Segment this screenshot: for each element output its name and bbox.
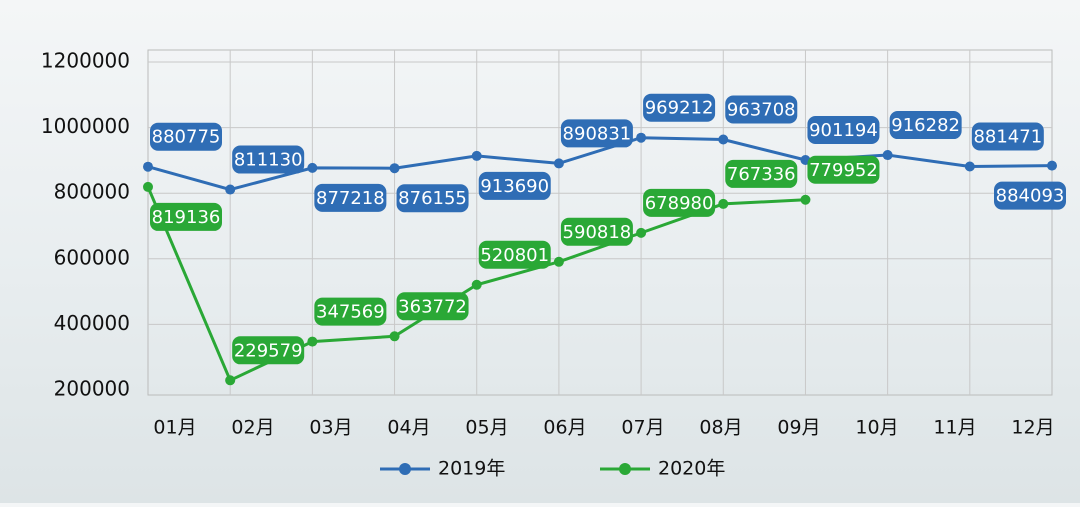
- label-box: [560, 119, 633, 148]
- x-tick-label: 11月: [933, 417, 976, 439]
- plot-frame: [147, 49, 1053, 396]
- point: [471, 150, 482, 161]
- x-tick-label: 06月: [543, 417, 586, 439]
- point: [964, 161, 975, 172]
- label-box: [643, 188, 716, 217]
- data-label: 678980: [645, 193, 714, 214]
- label-box: [725, 95, 798, 124]
- legend-marker: [399, 463, 411, 475]
- data-label: 913690: [480, 176, 549, 197]
- data-label: 779952: [809, 160, 878, 181]
- data-label: 520801: [480, 245, 549, 266]
- label-box: [232, 145, 305, 174]
- x-tick-label: 10月: [855, 417, 898, 439]
- point: [718, 134, 729, 145]
- label-box: [807, 155, 880, 184]
- legend-marker: [619, 463, 631, 475]
- x-tick-label: 05月: [465, 417, 508, 439]
- data-label: 901194: [809, 120, 878, 141]
- point: [389, 331, 400, 342]
- label-box: [994, 181, 1066, 210]
- label-box: [643, 93, 716, 122]
- legend-label: 2020年: [658, 458, 725, 480]
- data-label: 963708: [727, 100, 796, 121]
- point: [553, 158, 564, 169]
- point: [389, 163, 400, 174]
- label-box: [396, 184, 469, 213]
- y-tick-label: 800000: [54, 180, 130, 204]
- x-tick-label: 08月: [699, 417, 742, 439]
- point: [1047, 160, 1057, 171]
- label-box: [725, 159, 798, 188]
- point: [636, 227, 647, 238]
- data-label: 363772: [398, 296, 467, 317]
- label-box: [478, 171, 551, 200]
- data-label: 811130: [234, 150, 303, 171]
- point: [718, 198, 729, 209]
- data-label: 876155: [398, 188, 467, 209]
- y-tick-label: 600000: [54, 245, 130, 269]
- data-label: 819136: [152, 207, 221, 228]
- label-box: [396, 292, 469, 321]
- y-tick-label: 1200000: [41, 49, 130, 73]
- point: [882, 150, 893, 161]
- label-box: [150, 202, 222, 231]
- data-label: 969212: [645, 98, 714, 119]
- label-box: [807, 116, 880, 145]
- data-label: 229579: [234, 340, 303, 361]
- data-label: 884093: [996, 186, 1065, 207]
- label-box: [314, 297, 387, 326]
- label-box: [971, 122, 1044, 151]
- x-tick-label: 07月: [621, 417, 664, 439]
- legend-label: 2019年: [438, 458, 505, 480]
- label-box: [232, 336, 305, 365]
- data-label: 890831: [563, 123, 632, 144]
- data-label: 881471: [973, 126, 1042, 147]
- point: [471, 279, 482, 290]
- point: [800, 194, 811, 205]
- point: [225, 375, 236, 386]
- data-label: 880775: [152, 127, 221, 148]
- y-tick-label: 1000000: [41, 114, 130, 138]
- label-box: [560, 217, 633, 246]
- point: [307, 336, 318, 347]
- y-tick-label: 200000: [54, 377, 130, 401]
- x-tick-label: 01月: [153, 417, 196, 439]
- x-tick-label: 03月: [309, 417, 352, 439]
- point: [636, 132, 647, 143]
- data-label: 347569: [316, 302, 385, 323]
- point: [307, 162, 318, 173]
- x-tick-label: 12月: [1011, 417, 1054, 439]
- data-label: 590818: [563, 222, 632, 243]
- y-tick-label: 400000: [54, 311, 130, 335]
- data-label: 916282: [891, 115, 960, 136]
- label-box: [889, 111, 962, 140]
- label-box: [314, 183, 387, 212]
- x-tick-label: 09月: [777, 417, 820, 439]
- label-box: [150, 122, 222, 151]
- point: [143, 181, 153, 192]
- x-tick-label: 04月: [387, 417, 430, 439]
- x-tick-label: 02月: [231, 417, 274, 439]
- label-box: [478, 240, 551, 269]
- point: [225, 184, 236, 195]
- point: [553, 256, 564, 267]
- data-label: 877218: [316, 188, 385, 209]
- data-label: 767336: [727, 164, 796, 185]
- point: [143, 161, 153, 172]
